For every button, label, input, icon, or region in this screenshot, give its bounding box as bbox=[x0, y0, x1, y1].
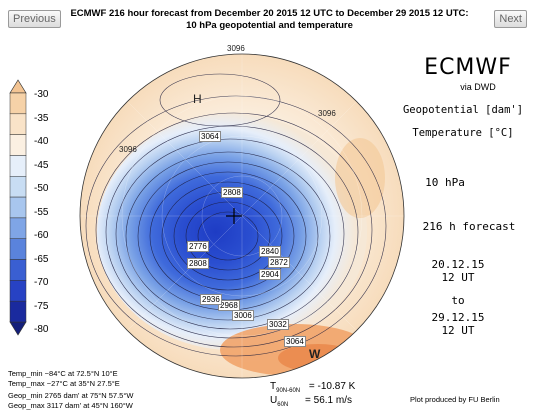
colorbar-tick-label: -30 bbox=[34, 89, 49, 100]
geop-min-stat: Geop_min 2765 dam' at 75°N 57.5°W bbox=[8, 391, 134, 400]
colorbar-tick-label: -65 bbox=[34, 253, 49, 265]
colorbar-segment bbox=[9, 259, 27, 281]
colorbar-tick-label: -60 bbox=[34, 230, 49, 241]
colorbar-segment bbox=[9, 238, 27, 260]
valid-time: 12 UT bbox=[441, 324, 475, 337]
title-line-1: ECMWF 216 hour forecast from December 20… bbox=[70, 8, 469, 19]
credit-text: Plot produced by FU Berlin bbox=[410, 395, 500, 404]
contour-label: 3096 bbox=[119, 145, 137, 154]
init-date: 20.12.15 bbox=[431, 258, 485, 271]
colorbar-segment bbox=[9, 176, 27, 198]
contour-label: 3006 bbox=[232, 310, 254, 321]
colorbar-segment bbox=[9, 113, 27, 135]
contour-label: 2840 bbox=[259, 246, 281, 257]
colorbar-segment bbox=[9, 196, 27, 219]
brand-logo: ECMWF bbox=[424, 55, 512, 80]
colorbar-tick-label: -70 bbox=[34, 277, 49, 288]
u-label: U bbox=[270, 395, 278, 406]
t-label: T bbox=[270, 381, 277, 392]
warm-marker: W bbox=[309, 347, 321, 361]
t-diagnostic: T90N-60N = -10.87 K bbox=[270, 382, 355, 396]
colorbar-tick-label: -55 bbox=[34, 206, 49, 218]
contour-label: 3096 bbox=[227, 44, 245, 53]
contour-label: 3032 bbox=[267, 319, 289, 330]
colorbar-segment bbox=[9, 300, 27, 323]
u-subscript: 60N bbox=[277, 402, 289, 408]
high-marker: H bbox=[193, 92, 202, 106]
contour-label: 3064 bbox=[199, 131, 221, 142]
next-button[interactable]: Next bbox=[494, 10, 527, 28]
t-value: = -10.87 K bbox=[308, 381, 356, 392]
contour-label: 3064 bbox=[284, 336, 306, 347]
contour-label: 3096 bbox=[318, 109, 336, 118]
colorbar-tick-label: -75 bbox=[34, 300, 49, 312]
param-temperature: Temperature [°C] bbox=[412, 127, 514, 139]
temp-min-stat: Temp_min −84°C at 72.5°N 10°E bbox=[8, 369, 118, 378]
forecast-label: 216 h forecast bbox=[422, 220, 516, 233]
title-line-2: 10 hPa geopotential and temperature bbox=[186, 20, 353, 31]
contour-label: 2808 bbox=[187, 258, 209, 269]
colorbar-segment bbox=[9, 217, 27, 239]
level-label: 10 hPa bbox=[425, 176, 465, 189]
colorbar-segment bbox=[9, 280, 27, 302]
contour-label: 2936 bbox=[200, 294, 222, 305]
contour-label: 2776 bbox=[187, 241, 209, 252]
colorbar-segment bbox=[9, 155, 27, 177]
colorbar-tick-label: -35 bbox=[34, 112, 49, 124]
u-diagnostic: U60N = 56.1 m/s bbox=[270, 396, 352, 410]
colorbar-top-arrow bbox=[9, 79, 27, 94]
contour-label: 2968 bbox=[218, 300, 240, 311]
page-title: ECMWF 216 hour forecast from December 20… bbox=[70, 8, 469, 32]
contour-label: 2904 bbox=[259, 269, 281, 280]
geop-max-stat: Geop_max 3117 dam' at 45°N 160°W bbox=[8, 401, 133, 410]
colorbar-tick-label: -80 bbox=[34, 324, 49, 335]
contour-label: 2872 bbox=[268, 257, 290, 268]
colorbar-tick-label: -50 bbox=[34, 183, 49, 194]
t-subscript: 90N-60N bbox=[276, 388, 301, 394]
to-label: to bbox=[451, 294, 465, 307]
colorbar-segment bbox=[9, 92, 27, 115]
init-time: 12 UT bbox=[441, 271, 475, 284]
valid-date: 29.12.15 bbox=[431, 311, 485, 324]
colorbar-tick-label: -45 bbox=[34, 159, 49, 171]
previous-button[interactable]: Previous bbox=[8, 10, 61, 28]
colorbar bbox=[9, 79, 27, 336]
colorbar-bottom-arrow bbox=[9, 321, 27, 336]
colorbar-segment bbox=[9, 134, 27, 156]
u-value: = 56.1 m/s bbox=[305, 395, 352, 406]
param-geopotential: Geopotential [dam'] bbox=[402, 104, 524, 116]
temp-max-stat: Temp_max −27°C at 35°N 27.5°E bbox=[8, 379, 120, 388]
contour-label: 2808 bbox=[221, 187, 243, 198]
colorbar-tick-label: -40 bbox=[34, 136, 49, 147]
via-label: via DWD bbox=[460, 82, 496, 92]
